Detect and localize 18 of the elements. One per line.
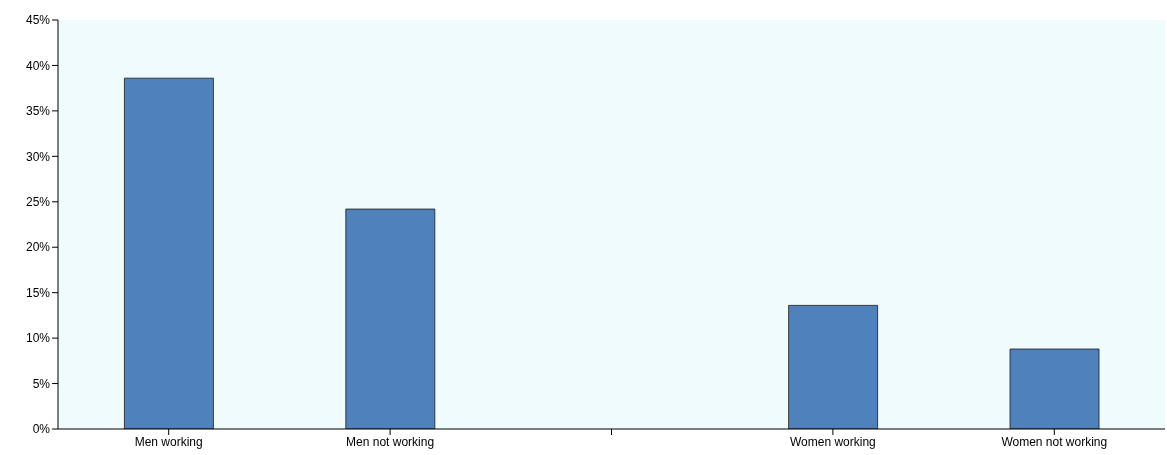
bar (1009, 348, 1100, 429)
y-tick-label: 35% (25, 104, 51, 119)
y-tick-label: 45% (25, 13, 51, 28)
x-tick-label: Women not working (1001, 434, 1108, 449)
y-tick-label: 30% (25, 149, 51, 164)
y-tick-label: 40% (25, 58, 51, 73)
y-tick-label: 10% (25, 331, 51, 346)
y-tick-label: 20% (25, 240, 51, 255)
y-tick-label: 5% (32, 376, 51, 391)
x-tick-label: Men not working (346, 434, 435, 449)
y-tick-label: 25% (25, 195, 51, 210)
x-tick-label: Men working (134, 434, 203, 449)
y-tick-label: 0% (32, 422, 51, 437)
bar (345, 208, 436, 429)
bar (124, 77, 214, 429)
x-tick-label: Women working (789, 434, 876, 449)
y-tick-label: 15% (25, 285, 51, 300)
bar (788, 304, 879, 429)
